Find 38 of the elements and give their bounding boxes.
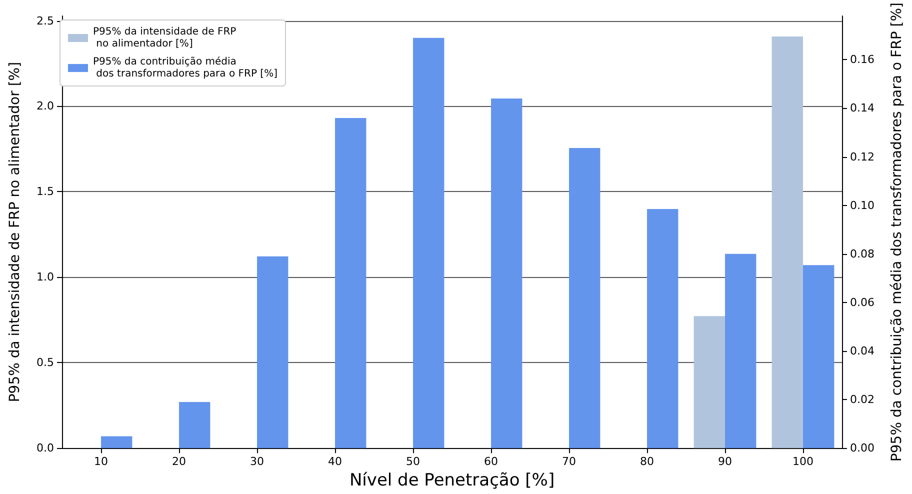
bar [257, 256, 288, 448]
y-axis-title: P95% da intensidade de FRP no alimentador [%] [7, 62, 23, 402]
y2-tick-label: 0.16 [850, 53, 874, 66]
y2-tick-label: 0.06 [850, 296, 874, 309]
y2-tick-label: 0.12 [850, 150, 874, 164]
y-tick-label: 2.5 [36, 14, 54, 28]
x-tick-label: 40 [328, 455, 342, 468]
y2-tick-label: 0.10 [850, 198, 874, 212]
x-tick-label: 10 [94, 455, 108, 468]
y-tick-label: 1.0 [36, 270, 54, 284]
x-tick-label: 80 [640, 455, 654, 468]
x-axis-title: Nível de Penetração [%] [349, 470, 555, 490]
bar [569, 148, 600, 448]
y2-tick-label: 0.02 [850, 393, 874, 406]
y2-tick-label: 0.00 [850, 442, 874, 455]
x-tick-label: 60 [484, 455, 498, 468]
x-tick-label: 20 [172, 455, 186, 468]
y2-tick-label: 0.04 [850, 344, 874, 358]
bar [491, 98, 522, 448]
legend-label: P95% da intensidade de FRP no alimentador [%] [93, 26, 236, 50]
y-tick-label: 2.0 [36, 100, 54, 113]
x-tick-label: 30 [250, 455, 264, 468]
x-tick-label: 70 [562, 455, 576, 468]
x-tick-label: 90 [718, 455, 732, 468]
bar [647, 208, 678, 448]
y2-tick-label: 0.14 [850, 102, 874, 115]
bar [413, 38, 444, 448]
bar [335, 118, 366, 448]
y-tick-label: 0.5 [36, 356, 54, 370]
y-tick-label: 0.0 [36, 442, 54, 455]
y2-axis-title: P95% da contribuição média dos transformadores para o FRP [%] [889, 2, 905, 462]
bar [101, 436, 132, 448]
y2-tick-label: 0.08 [850, 247, 874, 260]
y-tick-label: 1.5 [36, 185, 54, 198]
x-tick-label: 100 [792, 455, 814, 468]
bar [179, 402, 210, 448]
legend-label: P95% da contribuição média dos transformadores para o FRP [%] [93, 56, 278, 80]
x-tick-label: 50 [406, 455, 420, 468]
